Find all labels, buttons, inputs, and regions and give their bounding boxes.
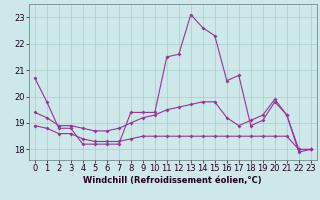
X-axis label: Windchill (Refroidissement éolien,°C): Windchill (Refroidissement éolien,°C)	[84, 176, 262, 185]
